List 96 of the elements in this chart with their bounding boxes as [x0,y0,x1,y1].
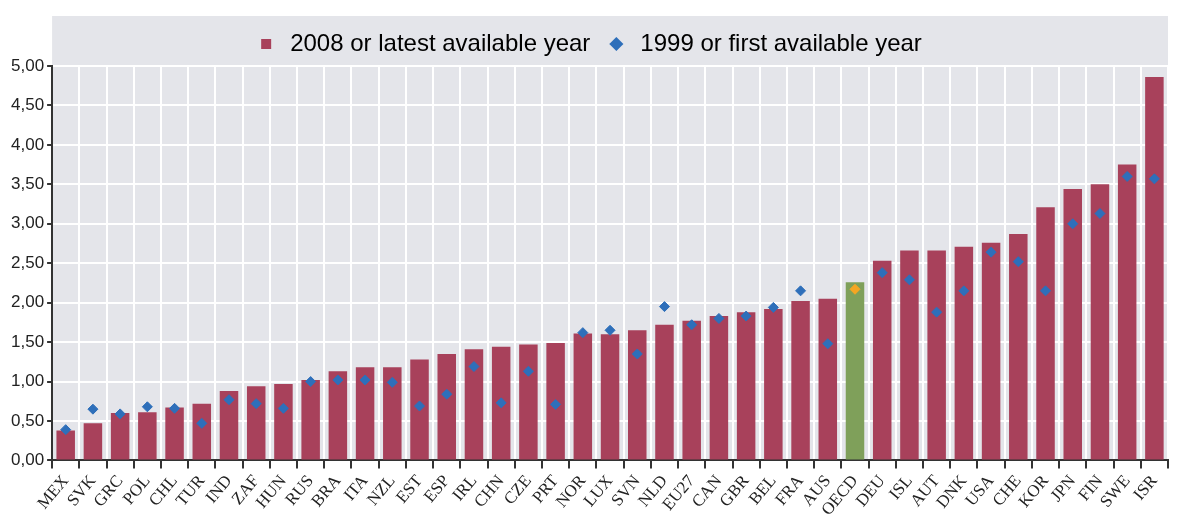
bar [491,346,511,460]
point [277,402,289,414]
bar [219,391,239,460]
point [468,361,480,373]
bar [1063,189,1082,460]
point [767,301,779,313]
point [1121,170,1133,182]
point [250,398,262,410]
bar [274,383,293,460]
bar [328,371,348,460]
point [1040,285,1052,297]
point [169,402,181,414]
y-tick-label: 4,00 [10,134,45,154]
bar [764,308,783,460]
point [604,324,616,336]
bar [192,403,212,460]
bar [709,316,729,460]
y-tick-label: 3,00 [10,213,45,233]
bar [383,367,402,460]
bar [736,312,756,460]
point [903,274,915,286]
bar [246,386,266,460]
y-tick-label: 0,50 [10,410,45,430]
y-tick-label: 2,50 [10,252,45,272]
y-tick-label: 2,00 [10,292,45,312]
legend-label: 2008 or latest available year [290,28,591,56]
point [795,285,807,297]
point [441,388,453,400]
bar [791,301,810,460]
point [114,408,126,420]
bar [546,342,565,460]
point [740,310,752,322]
bar [1117,164,1137,460]
bar [301,379,320,460]
bar [600,334,620,460]
bar [165,407,184,460]
y-tick-label: 4,50 [10,95,45,115]
point [87,403,99,415]
point [196,417,208,429]
point [713,312,725,324]
bar [682,320,701,460]
point [550,398,562,410]
y-tick-label: 1,00 [10,371,45,391]
bar [410,359,429,460]
point [876,267,888,279]
bar [1009,234,1028,460]
bar [845,282,865,460]
bar [900,250,919,460]
point [1094,208,1106,220]
bar [954,246,974,460]
point [849,283,861,295]
y-tick-label: 1,50 [10,331,45,351]
bar [1145,77,1164,460]
bar [355,367,375,460]
bar [818,298,838,460]
legend-label: 1999 or first available year [640,28,922,56]
point [985,246,997,258]
x-tick-label: ISR [1129,470,1162,504]
bar [628,330,647,460]
point [577,327,589,339]
point [141,401,153,413]
bar [655,324,674,460]
point [686,319,698,331]
point [1012,256,1024,268]
point [522,365,534,377]
point [658,301,670,313]
point [305,376,317,388]
point [931,306,943,318]
bar [464,349,484,460]
bar [519,344,538,460]
bar [138,412,157,460]
bar [927,250,946,460]
point [414,400,426,412]
point [386,376,398,388]
point [958,285,970,297]
y-tick-label: 3,50 [10,174,45,194]
point [332,374,344,386]
bar [1090,184,1110,460]
point [495,397,507,409]
bar [83,423,103,460]
point [631,348,643,360]
y-tick-label: 5,00 [10,55,45,75]
point [822,338,834,350]
bar [56,430,75,460]
point [1148,173,1160,185]
bar [110,413,130,460]
bar [1036,207,1055,460]
bar [872,260,892,460]
point [60,424,72,436]
point [359,374,371,386]
bar [981,242,1001,460]
bar [573,333,593,460]
point [223,394,235,406]
point [1067,218,1079,230]
y-tick-label: 0,00 [10,450,45,470]
bar [437,353,456,460]
